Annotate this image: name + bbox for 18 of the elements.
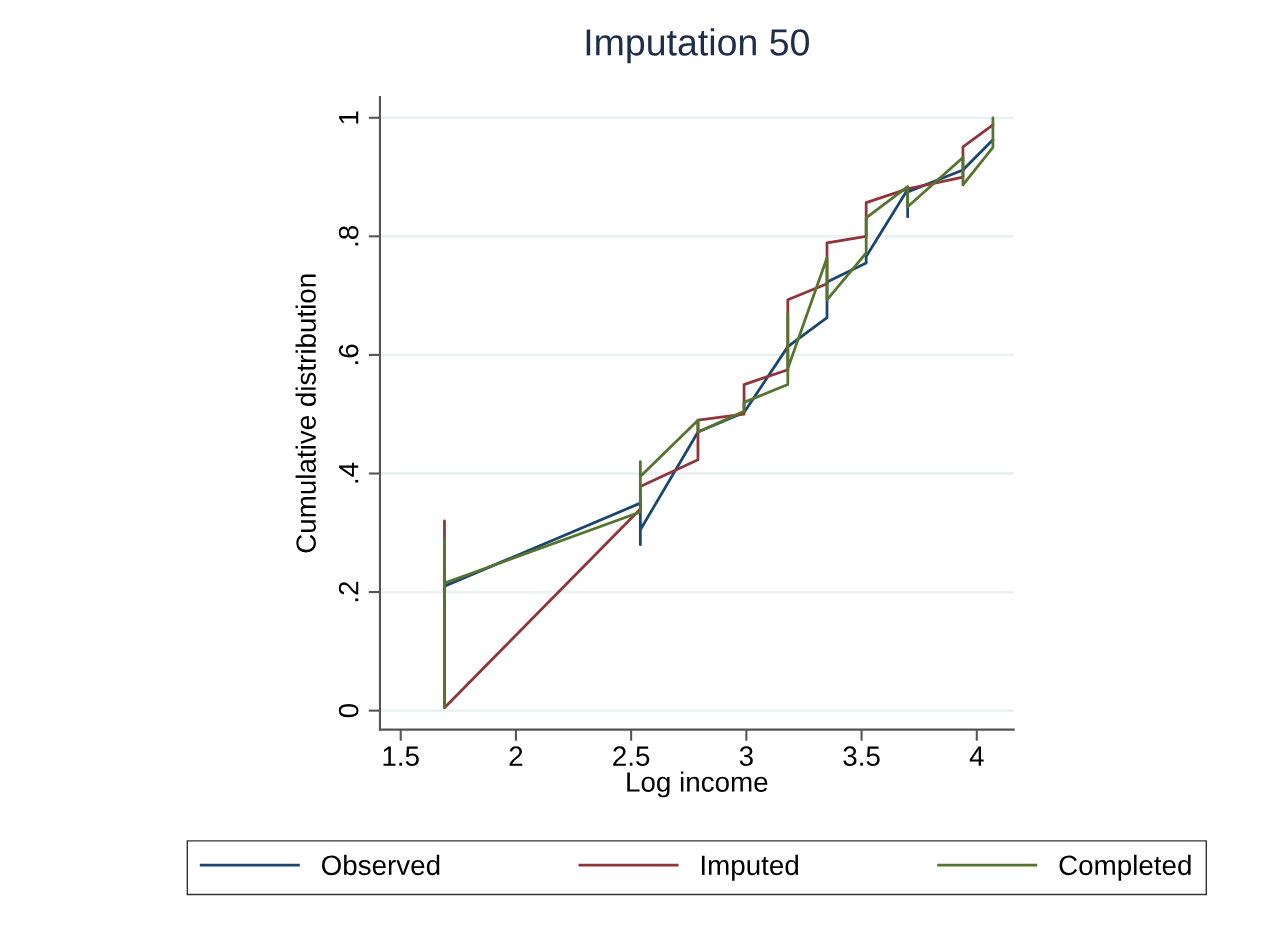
legend-label: Observed (321, 854, 440, 876)
y-tick-label: 1 (339, 111, 359, 124)
y-tick-label: .8 (338, 225, 359, 246)
legend-label: Completed (1059, 854, 1191, 881)
legend-label: Imputed (701, 854, 798, 881)
x-tick-label: 2.5 (613, 746, 650, 766)
x-tick-label: 3.5 (843, 746, 880, 766)
x-tick-label: 2 (509, 746, 523, 766)
x-tick-label: 4 (969, 746, 984, 766)
y-axis-title: Cumulative distribution (295, 274, 316, 553)
x-tick-label: 3 (739, 746, 753, 766)
y-tick-label: 0 (338, 704, 359, 718)
y-tick-label: .4 (339, 462, 359, 483)
x-axis-title: Log income (627, 771, 768, 798)
chart-title: Imputation 50 (586, 28, 809, 64)
x-tick-label: 1.5 (383, 746, 419, 766)
y-tick-label: .2 (338, 581, 359, 602)
y-tick-label: .6 (338, 344, 359, 364)
